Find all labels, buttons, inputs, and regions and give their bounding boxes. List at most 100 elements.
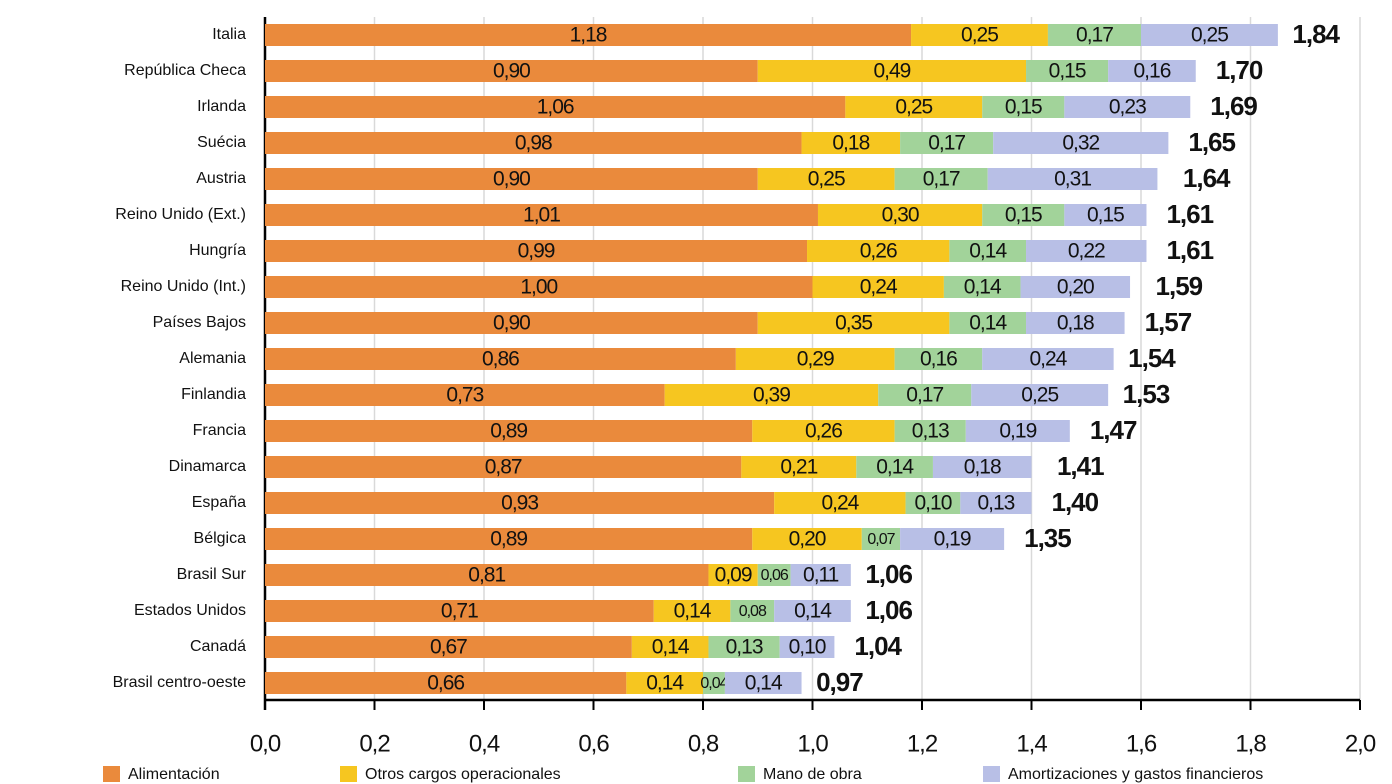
- value-label: 0,18: [1057, 312, 1094, 335]
- category-label: Brasil centro-oeste: [113, 674, 246, 691]
- total-label: 1,53: [1123, 379, 1170, 409]
- legend-label: Otros cargos operacionales: [365, 766, 561, 783]
- bar-segment: [708, 636, 780, 658]
- bar-segment: [265, 456, 742, 478]
- category-label: Canadá: [190, 638, 246, 655]
- value-label: 0,98: [515, 132, 552, 155]
- category-label: Reino Unido (Ext.): [115, 206, 246, 223]
- value-label: 0,86: [482, 348, 519, 371]
- bar-segment: [1108, 60, 1196, 82]
- bar-segment: [1026, 60, 1109, 82]
- bar-segment: [265, 528, 753, 550]
- value-label: 0,15: [1049, 60, 1086, 83]
- bar-segment: [735, 348, 895, 370]
- bar-segment: [626, 672, 703, 694]
- bar-segment: [861, 528, 901, 550]
- value-label: 0,13: [912, 420, 949, 443]
- bar-segment: [779, 636, 835, 658]
- total-label: 1,64: [1183, 163, 1231, 193]
- bar-segment: [856, 456, 933, 478]
- x-tick-label: 0,0: [250, 730, 281, 757]
- value-label: 0,23: [1109, 96, 1146, 119]
- x-tick-label: 1,6: [1126, 730, 1157, 757]
- bar-segment: [265, 636, 632, 658]
- bar-segment: [971, 384, 1109, 406]
- total-label: 1,65: [1188, 127, 1235, 157]
- bar-segment: [265, 420, 753, 442]
- x-tick-label: 1,0: [797, 730, 828, 757]
- value-label: 1,06: [537, 96, 574, 119]
- bar-segment: [265, 312, 758, 334]
- value-label: 0,14: [964, 276, 1002, 299]
- value-label: 0,49: [873, 60, 910, 83]
- bar-segment: [730, 600, 775, 622]
- bar-segment: [265, 492, 775, 514]
- bar-segment: [265, 168, 758, 190]
- bar-segment: [265, 240, 808, 262]
- bar-segment: [993, 132, 1169, 154]
- legend-swatch: [103, 766, 120, 782]
- bar-segment: [265, 132, 802, 154]
- value-label: 0,90: [493, 168, 530, 191]
- bar-segment: [265, 384, 665, 406]
- value-label: 0,25: [895, 96, 932, 119]
- bar-segment: [960, 492, 1032, 514]
- value-label: 0,11: [803, 564, 839, 587]
- bar-segment: [949, 312, 1027, 334]
- value-label: 0,16: [920, 348, 957, 371]
- bar-segment: [982, 348, 1114, 370]
- bar-segment: [265, 348, 736, 370]
- total-label: 1,69: [1210, 91, 1257, 121]
- value-label: 0,35: [835, 312, 872, 335]
- bar-segment: [774, 492, 906, 514]
- value-label: 0,19: [999, 420, 1036, 443]
- x-tick-label: 0,2: [359, 730, 390, 757]
- total-label: 1,54: [1128, 343, 1176, 373]
- x-tick-label: 2,0: [1345, 730, 1376, 757]
- total-label: 1,57: [1145, 307, 1192, 337]
- value-label: 0,15: [1005, 204, 1042, 227]
- category-label: Hungría: [189, 242, 246, 259]
- total-label: 0,97: [816, 667, 863, 697]
- value-label: 0,67: [430, 636, 467, 659]
- bar-segment: [900, 528, 1005, 550]
- bar-segment: [807, 240, 950, 262]
- legend-swatch: [340, 766, 357, 782]
- value-label: 0,93: [501, 492, 538, 515]
- total-label: 1,04: [854, 631, 902, 661]
- bar-segment: [845, 96, 983, 118]
- total-label: 1,61: [1166, 235, 1213, 265]
- x-tick-label: 1,8: [1235, 730, 1266, 757]
- value-label: 0,17: [928, 132, 965, 155]
- bar-segment: [752, 420, 895, 442]
- total-label: 1,41: [1057, 451, 1104, 481]
- value-label: 0,15: [1087, 204, 1124, 227]
- bar-segment: [653, 600, 731, 622]
- bar-segment: [982, 96, 1065, 118]
- bar-segment: [1064, 204, 1147, 226]
- value-label: 0,20: [789, 528, 826, 551]
- value-label: 1,01: [523, 204, 560, 227]
- bar-segment: [1064, 96, 1191, 118]
- category-label: Finlandia: [181, 386, 246, 403]
- value-label: 0,73: [446, 384, 483, 407]
- value-label: 1,00: [520, 276, 557, 299]
- total-label: 1,06: [865, 595, 912, 625]
- bar-segment: [943, 276, 1021, 298]
- bar-segment: [265, 276, 813, 298]
- value-label: 0,89: [490, 420, 527, 443]
- value-label: 0,32: [1062, 132, 1099, 155]
- value-label: 0,17: [1076, 24, 1113, 47]
- category-label: Brasil Sur: [177, 566, 247, 583]
- value-label: 0,17: [906, 384, 943, 407]
- bar-segment: [1047, 24, 1141, 46]
- bar-segment: [265, 60, 758, 82]
- value-label: 0,19: [934, 528, 971, 551]
- bar-segment: [724, 672, 802, 694]
- bar-segment: [900, 132, 994, 154]
- value-label: 0,16: [1134, 60, 1171, 83]
- category-label: Bélgica: [194, 530, 247, 547]
- value-label: 0,66: [427, 672, 464, 695]
- value-label: 0,26: [860, 240, 897, 263]
